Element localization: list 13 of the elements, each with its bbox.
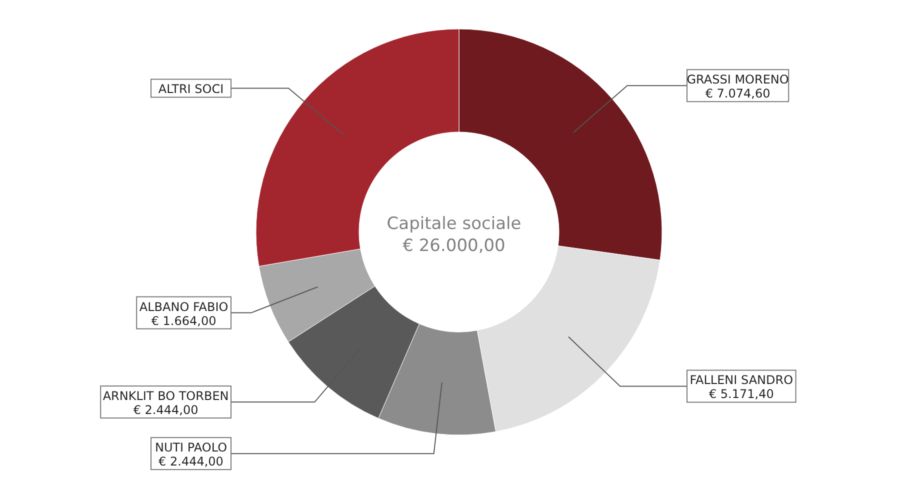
slice-label: NUTI PAOLO xyxy=(154,440,228,455)
slice-label: ALTRI SOCI xyxy=(158,82,224,96)
slice-label: FALLENI SANDRO xyxy=(690,373,794,388)
data-label: € 1.664,00 xyxy=(151,314,216,328)
text: Capitale sociale xyxy=(386,214,522,234)
data-label: € 2.444,00 xyxy=(133,403,198,418)
data-label: € 7.074,60 xyxy=(705,86,770,101)
data-label: € 2.444,00 xyxy=(158,454,224,469)
slice-label: ALBANO FABIO xyxy=(139,300,228,314)
slice-label: ARNKLIT BO TORBEN xyxy=(102,389,229,404)
text: € 26.000,00 xyxy=(402,236,506,256)
slice-label: GRASSI MORENO xyxy=(686,72,789,87)
data-label: € 5.171,40 xyxy=(708,387,774,402)
